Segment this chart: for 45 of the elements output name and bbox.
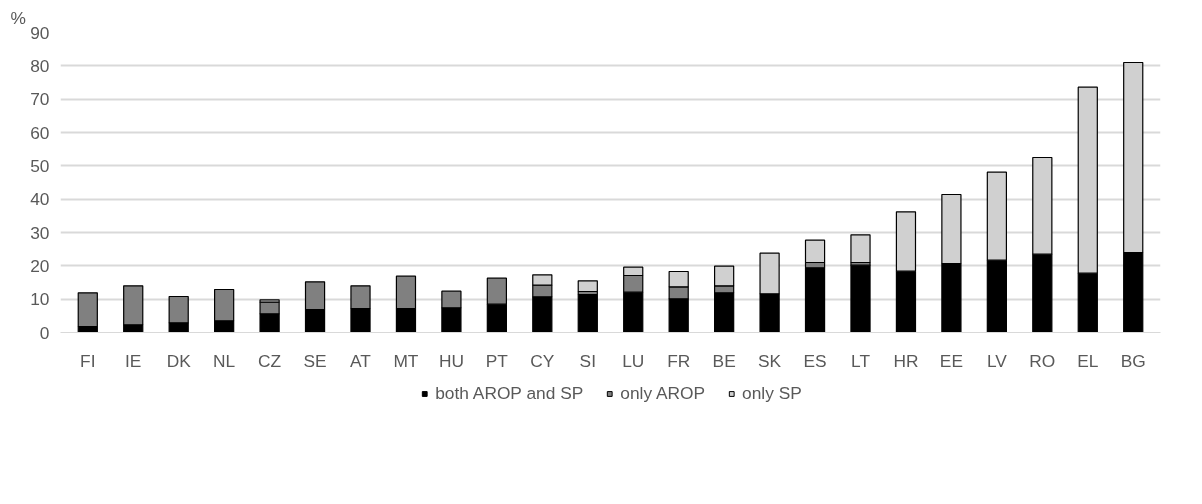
x-tick-label: LT xyxy=(851,350,871,371)
x-tick-label: RO xyxy=(1029,350,1056,371)
x-tick-label: NL xyxy=(213,350,236,371)
x-tick-label: DK xyxy=(166,350,192,371)
x-tick-label: SK xyxy=(758,350,782,371)
x-tick-label: LU xyxy=(622,350,645,371)
x-tick-label: CY xyxy=(530,350,555,371)
x-tick-label: FI xyxy=(80,350,96,371)
x-tick-label: HR xyxy=(893,350,919,371)
x-tick-label: SI xyxy=(579,350,596,371)
y-tick-label: 30 xyxy=(30,222,50,243)
x-tick-label: EL xyxy=(1077,350,1099,371)
y-tick-label: 60 xyxy=(30,122,50,143)
x-tick-label: SE xyxy=(303,350,327,371)
x-tick-label: AT xyxy=(350,350,372,371)
x-tick-label: PT xyxy=(485,350,509,371)
legend-label: both AROP and SP xyxy=(435,382,584,404)
y-tick-label: 70 xyxy=(30,89,50,110)
bar xyxy=(77,292,98,328)
x-tick-label: EE xyxy=(939,350,963,371)
bar xyxy=(577,293,598,333)
bar xyxy=(850,264,871,333)
y-tick-label: 10 xyxy=(30,289,50,310)
bar xyxy=(577,280,598,293)
x-tick-label: FR xyxy=(667,350,691,371)
y-tick-label: 40 xyxy=(30,189,50,210)
bar xyxy=(804,267,826,333)
y-tick-label: 80 xyxy=(30,55,50,76)
x-tick-label: BE xyxy=(712,350,736,371)
legend-label: only SP xyxy=(742,382,802,404)
x-tick-label: IE xyxy=(125,350,142,371)
x-tick-label: BG xyxy=(1120,350,1146,371)
x-tick-label: HU xyxy=(438,350,464,371)
x-tick-label: LV xyxy=(986,350,1008,371)
bar xyxy=(850,234,871,264)
legend-label: only AROP xyxy=(620,382,706,404)
x-tick-label: MT xyxy=(393,350,419,371)
x-tick-label: ES xyxy=(803,350,827,371)
x-tick-label: CZ xyxy=(258,350,282,371)
y-tick-label: 90 xyxy=(30,22,50,43)
y-tick-label: 0 xyxy=(39,322,50,343)
y-axis-title: % xyxy=(10,7,26,28)
y-tick-label: 50 xyxy=(30,155,50,176)
y-tick-label: 20 xyxy=(30,255,50,276)
bar xyxy=(804,239,826,264)
